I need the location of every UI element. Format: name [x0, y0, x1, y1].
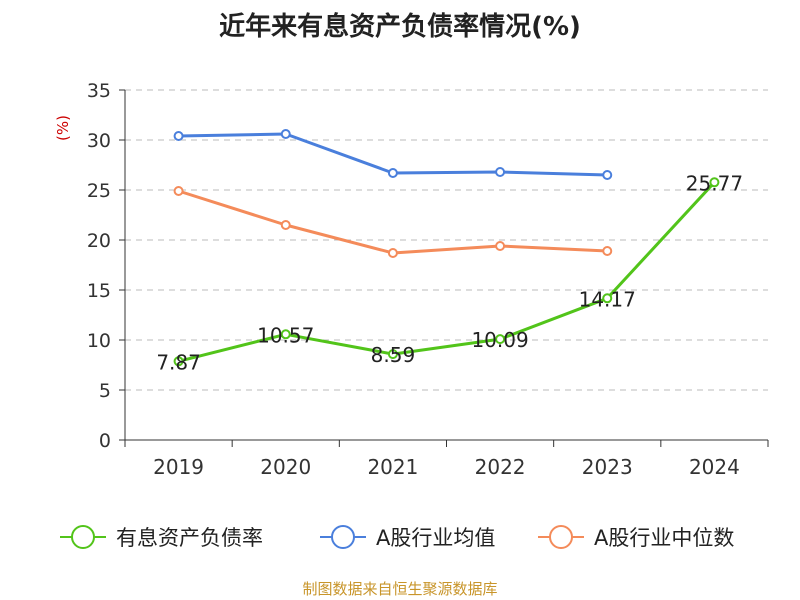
data-point — [387, 349, 398, 360]
y-tick-label: 30 — [87, 130, 111, 152]
data-point — [387, 168, 398, 178]
y-tick-label: 10 — [87, 330, 111, 352]
source-note: 制图数据来自恒生聚源数据库 — [302, 580, 498, 598]
y-tick-label: 5 — [99, 380, 111, 402]
data-label: 25.77 — [686, 171, 743, 195]
data-point — [709, 177, 720, 188]
data-point — [173, 131, 184, 141]
data-point — [173, 186, 184, 196]
data-point — [280, 129, 291, 139]
legend-label: A股行业均值 — [376, 526, 495, 550]
legend-label: 有息资产负债率 — [116, 526, 263, 550]
series-line-2 — [178, 189, 608, 255]
data-label: 14.17 — [579, 287, 636, 311]
data-point — [495, 334, 506, 345]
data-label: 8.59 — [371, 343, 416, 367]
data-point — [602, 293, 613, 304]
legend-marker — [71, 525, 95, 549]
y-tick-label: 15 — [87, 280, 111, 302]
y-tick-label: 35 — [87, 80, 111, 102]
x-tick-label: 2021 — [367, 455, 418, 479]
chart-title: 近年来有息资产负债率情况(%) — [219, 12, 581, 42]
y-axis-label: (%) — [54, 115, 72, 141]
y-tick-label: 20 — [87, 230, 111, 252]
y-tick-label: 25 — [87, 180, 111, 202]
data-label: 7.87 — [156, 350, 201, 374]
x-tick-label: 2023 — [582, 455, 633, 479]
x-tick-label: 2022 — [475, 455, 526, 479]
x-tick-label: 2019 — [153, 455, 204, 479]
legend-marker — [331, 525, 355, 549]
data-point — [602, 170, 613, 180]
series-line-0 — [178, 181, 716, 363]
legend-label: A股行业中位数 — [594, 526, 734, 550]
y-tick-label: 0 — [99, 430, 111, 452]
data-point — [495, 241, 506, 251]
x-tick-label: 2024 — [689, 455, 740, 479]
x-tick-label: 2020 — [260, 455, 311, 479]
data-point — [387, 248, 398, 258]
data-point — [280, 220, 291, 230]
data-point — [495, 167, 506, 177]
data-label: 10.57 — [257, 323, 314, 347]
data-label: 10.09 — [471, 328, 528, 352]
data-point — [602, 246, 613, 256]
data-point — [280, 329, 291, 340]
data-point — [173, 356, 184, 367]
legend-marker — [549, 525, 573, 549]
